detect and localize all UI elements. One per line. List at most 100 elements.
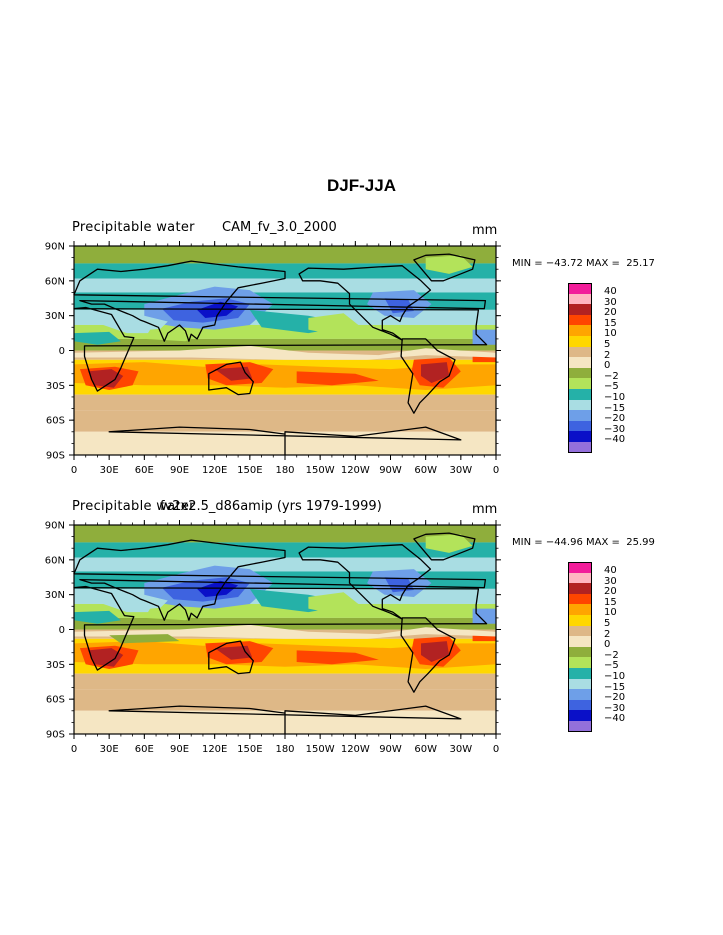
legend-label: 5 xyxy=(604,617,611,629)
legend-label: 15 xyxy=(604,596,617,608)
legend-swatch xyxy=(568,283,592,294)
legend-swatch xyxy=(568,410,592,421)
x-tick-label: 0 xyxy=(71,465,77,476)
x-tick-label: 150W xyxy=(306,744,335,755)
panel-variable-label: Precipitable water xyxy=(72,499,195,514)
legend-label: 0 xyxy=(604,639,611,651)
panel-min-max: MIN = −43.72 MAX = 25.17 xyxy=(512,258,655,269)
legend-swatch xyxy=(568,583,592,594)
legend-entry xyxy=(568,441,648,453)
contour-band xyxy=(74,610,121,624)
contour-band xyxy=(74,641,496,669)
legend-entry: −2 xyxy=(568,367,648,382)
legend-swatch xyxy=(568,346,592,358)
legend-entry: −30 xyxy=(568,699,648,714)
legend-swatch xyxy=(568,335,592,347)
coastline xyxy=(108,705,462,735)
legend-label: −10 xyxy=(604,391,626,403)
legend-entry xyxy=(568,720,648,732)
legend-label: −20 xyxy=(604,413,626,425)
legend-swatch xyxy=(568,314,592,326)
coastline xyxy=(108,426,462,456)
legend-entry: 30 xyxy=(568,293,648,307)
legend-swatch xyxy=(568,441,592,453)
legend-entry: 5 xyxy=(568,335,648,349)
legend-label: 2 xyxy=(604,628,611,640)
x-tick-label: 180 xyxy=(275,465,294,476)
contour-band xyxy=(421,362,450,383)
map-plot: 0 30E 60E 90E 120E 150E 180 150W 120W 90W 60W 30W 09… xyxy=(45,241,501,476)
contour-band xyxy=(425,534,473,553)
contour-band xyxy=(472,608,496,624)
legend-entry: 15 xyxy=(568,593,648,608)
contour-band xyxy=(88,369,124,388)
x-tick-label: 180 xyxy=(275,744,294,755)
legend-swatch xyxy=(568,325,592,336)
legend-label: −40 xyxy=(604,434,626,446)
contour-band xyxy=(74,278,496,293)
contour-band xyxy=(421,641,450,662)
legend-entry: 20 xyxy=(568,304,648,318)
legend-entry: −20 xyxy=(568,410,648,425)
legend-entry: −10 xyxy=(568,667,648,682)
legend-swatch xyxy=(568,636,592,647)
legend-label: 10 xyxy=(604,607,617,619)
x-tick-label: 0 xyxy=(493,744,499,755)
legend-label: 10 xyxy=(604,328,617,340)
legend-label: −20 xyxy=(604,692,626,704)
contour-band xyxy=(214,645,253,660)
legend-swatch xyxy=(568,614,592,626)
legend-label: 30 xyxy=(604,575,617,587)
y-tick-label: 60S xyxy=(46,695,65,706)
legend-entry: 40 xyxy=(568,562,648,576)
legend-label: −5 xyxy=(604,660,619,672)
legend-entry: 10 xyxy=(568,325,648,340)
coastline xyxy=(413,532,476,561)
legend-swatch xyxy=(568,710,592,721)
legend-entry: −15 xyxy=(568,399,648,413)
legend-swatch xyxy=(568,572,592,584)
legend-label: −5 xyxy=(604,381,619,393)
y-tick-label: 90S xyxy=(46,730,65,741)
legend-entry: −40 xyxy=(568,431,648,446)
legend-entry: 20 xyxy=(568,583,648,597)
legend-label: −15 xyxy=(604,681,626,693)
y-tick-label: 30S xyxy=(46,381,65,392)
legend-label: 15 xyxy=(604,317,617,329)
legend-entry: 2 xyxy=(568,346,648,360)
map-plot: 0 30E 60E 90E 120E 150E 180 150W 120W 90W 60W 30W 09… xyxy=(45,520,501,755)
x-tick-label: 90E xyxy=(170,744,189,755)
y-tick-label: 60N xyxy=(45,276,65,287)
y-tick-label: 0 xyxy=(59,625,65,636)
x-tick-label: 90W xyxy=(379,744,402,755)
legend-swatch xyxy=(568,378,592,389)
min-value: −43.72 xyxy=(545,258,583,269)
legend-entry: 10 xyxy=(568,604,648,619)
panel-variable-label: Precipitable water xyxy=(72,220,195,235)
legend-swatch xyxy=(568,388,592,400)
x-tick-label: 60E xyxy=(135,744,154,755)
coastline xyxy=(73,306,488,392)
legend-label: −2 xyxy=(604,370,619,382)
x-tick-label: 150W xyxy=(306,465,335,476)
coastline xyxy=(298,265,432,341)
legend-label: −30 xyxy=(604,702,626,714)
legend-swatch xyxy=(568,720,592,732)
x-tick-label: 30W xyxy=(450,744,473,755)
color-legend: 40 30 20 15 10 5 2 0 −2 −5 −10 −15 −20 −30 −40 xyxy=(568,283,648,453)
contour-band xyxy=(197,580,239,597)
legend-label: −10 xyxy=(604,670,626,682)
x-tick-label: 120E xyxy=(202,744,227,755)
x-tick-label: 60W xyxy=(414,744,437,755)
legend-swatch xyxy=(568,678,592,690)
contour-band xyxy=(74,362,496,390)
contour-band xyxy=(74,673,496,690)
legend-swatch xyxy=(568,604,592,615)
x-tick-label: 0 xyxy=(493,465,499,476)
contour-band xyxy=(214,366,253,381)
legend-swatch xyxy=(568,562,592,573)
legend-entry: 0 xyxy=(568,357,648,371)
legend-entry: 30 xyxy=(568,572,648,587)
panel-units-label: mm xyxy=(472,502,498,517)
legend-swatch xyxy=(568,625,592,637)
